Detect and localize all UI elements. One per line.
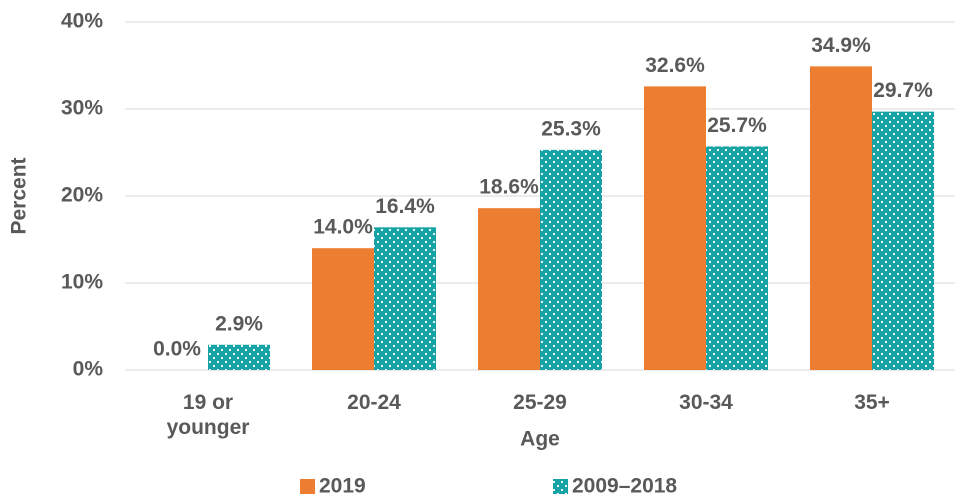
bar: [706, 146, 768, 370]
legend-label: 2019: [319, 475, 366, 498]
value-label: 18.6%: [479, 176, 539, 199]
x-tick-label: 20-24: [347, 391, 401, 414]
bar: [312, 248, 374, 370]
value-label: 14.0%: [313, 216, 373, 239]
legend-label: 2009–2018: [572, 475, 677, 498]
bar: [208, 344, 270, 370]
value-label: 34.9%: [811, 34, 871, 57]
bar: [540, 149, 602, 370]
x-tick-label: 25-29: [513, 391, 567, 414]
x-tick-label: 19 or younger: [166, 391, 250, 439]
x-axis-label: Age: [520, 428, 560, 451]
value-label: 29.7%: [873, 79, 933, 102]
bar: [810, 66, 872, 371]
value-label: 25.7%: [707, 114, 767, 137]
bar: [872, 111, 934, 371]
y-tick-label: 30%: [61, 97, 103, 120]
y-tick-label: 20%: [61, 184, 103, 207]
y-tick-label: 40%: [61, 10, 103, 33]
value-label: 2.9%: [215, 312, 263, 335]
x-tick-label: 35+: [854, 391, 890, 414]
legend-swatch: [300, 479, 315, 494]
x-tick-label: 30-34: [679, 391, 733, 414]
bar: [644, 86, 706, 370]
y-axis-label: Percent: [8, 157, 31, 234]
value-label: 25.3%: [541, 117, 601, 140]
bar: [478, 208, 540, 370]
value-label: 16.4%: [375, 195, 435, 218]
y-tick-label: 10%: [61, 271, 103, 294]
value-label: 0.0%: [153, 338, 201, 361]
legend-swatch: [553, 479, 568, 494]
value-label: 32.6%: [645, 54, 705, 77]
bar: [374, 227, 436, 370]
y-tick-label: 0%: [73, 358, 104, 381]
